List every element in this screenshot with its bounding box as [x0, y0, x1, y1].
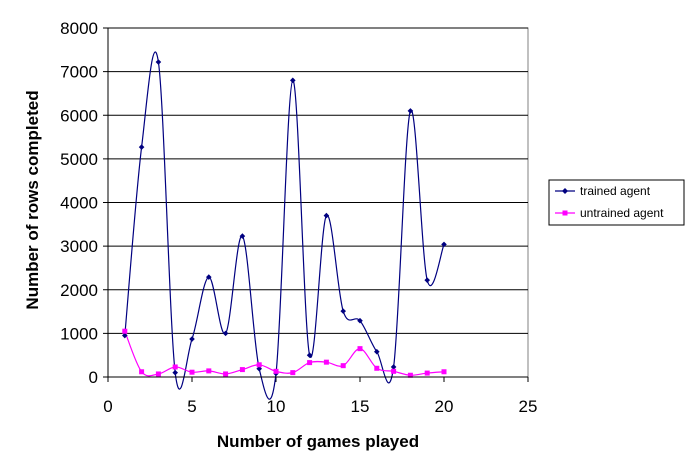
- data-point-trained-agent: [206, 274, 212, 280]
- x-axis-ticks: 0 5 10 15 20 25: [103, 377, 537, 416]
- data-point-trained-agent: [441, 241, 447, 248]
- data-point-trained-agent: [256, 365, 262, 372]
- data-point-trained-agent: [122, 332, 128, 339]
- data-point-trained-agent: [172, 369, 178, 376]
- data-point-trained-agent: [189, 336, 195, 342]
- x-tick-label: 0: [103, 397, 112, 416]
- data-point-untrained-agent: [239, 367, 245, 373]
- data-point-trained-agent: [424, 277, 430, 283]
- y-tick-label: 3000: [60, 237, 98, 256]
- data-point-trained-agent: [407, 108, 414, 114]
- data-point-trained-agent: [340, 308, 346, 314]
- legend: trained agent untrained agent: [548, 179, 685, 226]
- y-tick-label: 5000: [60, 150, 98, 169]
- y-tick-label: 6000: [60, 106, 98, 125]
- legend-box: [548, 179, 685, 226]
- x-tick-label: 20: [435, 397, 454, 416]
- data-point-untrained-agent: [206, 368, 212, 374]
- data-point-untrained-agent: [357, 346, 363, 352]
- x-tick-label: 15: [351, 397, 370, 416]
- legend-marker-untrained: [562, 210, 568, 216]
- data-point-untrained-agent: [139, 369, 145, 375]
- x-axis-title: Number of games played: [217, 432, 419, 451]
- data-point-untrained-agent: [290, 370, 296, 376]
- data-point-untrained-agent: [307, 360, 313, 366]
- data-point-untrained-agent: [424, 370, 430, 376]
- data-point-untrained-agent: [122, 328, 128, 334]
- y-tick-label: 1000: [60, 324, 98, 343]
- series-markers: [122, 59, 447, 378]
- data-point-untrained-agent: [189, 369, 195, 375]
- data-point-trained-agent: [222, 330, 229, 337]
- data-point-untrained-agent: [391, 368, 397, 374]
- data-point-trained-agent: [155, 59, 162, 65]
- x-tick-label: 25: [519, 397, 538, 416]
- legend-label-trained: trained agent: [580, 184, 651, 198]
- x-tick-label: 5: [187, 397, 196, 416]
- data-point-untrained-agent: [340, 363, 346, 369]
- data-point-untrained-agent: [407, 372, 413, 378]
- y-axis-ticks: 0 1000 2000 3000 4000 5000 6000 7000 8000: [60, 19, 108, 387]
- data-point-untrained-agent: [374, 365, 380, 371]
- data-point-untrained-agent: [273, 368, 279, 374]
- y-tick-label: 7000: [60, 63, 98, 82]
- data-point-untrained-agent: [441, 369, 447, 375]
- data-point-untrained-agent: [155, 371, 161, 377]
- data-point-untrained-agent: [256, 362, 262, 368]
- data-point-trained-agent: [290, 77, 296, 84]
- data-point-trained-agent: [306, 352, 313, 358]
- y-tick-label: 8000: [60, 19, 98, 38]
- data-point-untrained-agent: [172, 364, 178, 370]
- data-point-trained-agent: [374, 348, 380, 355]
- legend-label-untrained: untrained agent: [580, 206, 664, 220]
- gridlines: [108, 27, 528, 334]
- data-point-trained-agent: [357, 317, 363, 324]
- data-point-untrained-agent: [323, 359, 329, 365]
- data-point-trained-agent: [323, 212, 330, 219]
- y-tick-label: 0: [89, 368, 98, 387]
- data-point-trained-agent: [239, 233, 246, 239]
- series-line-trained-agent: [124, 51, 445, 400]
- y-axis-title: Number of rows completed: [23, 90, 42, 309]
- x-tick-label: 10: [267, 397, 286, 416]
- data-point-trained-agent: [138, 144, 145, 150]
- legend-marker-trained: [562, 188, 568, 194]
- y-tick-label: 4000: [60, 194, 98, 213]
- y-tick-label: 2000: [60, 281, 98, 300]
- data-point-trained-agent: [390, 364, 397, 370]
- data-point-untrained-agent: [223, 371, 229, 377]
